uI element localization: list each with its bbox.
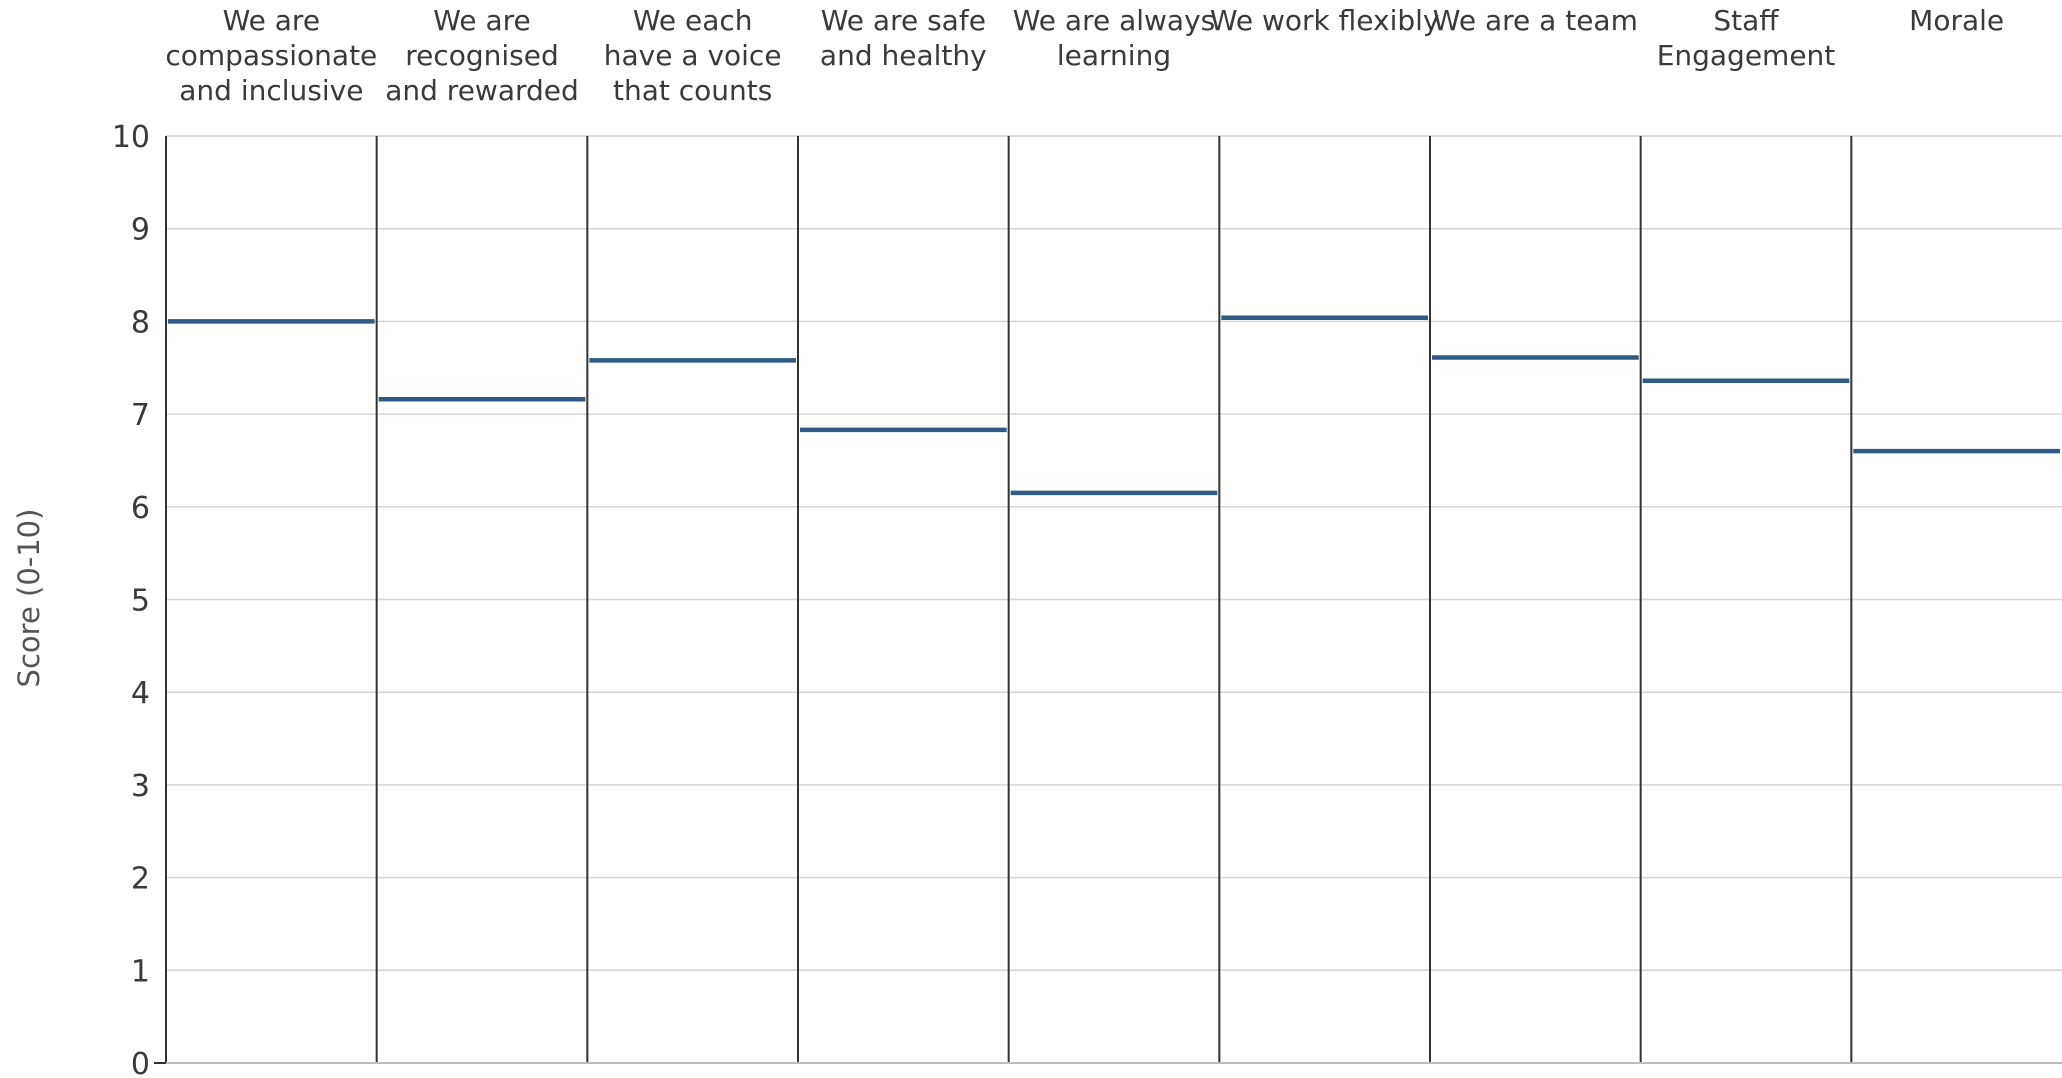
y-tick-label: 1: [131, 954, 150, 989]
category-label-line: We are: [223, 4, 320, 37]
category-label-line: and rewarded: [385, 74, 579, 107]
category-label: We are always learning: [1013, 4, 1216, 72]
category-label-line: We work flexibly: [1210, 4, 1440, 37]
y-tick-label: 4: [131, 676, 150, 711]
y-tick-label: 7: [131, 398, 150, 433]
category-label-line: We are a team: [1433, 4, 1638, 37]
y-tick-labels: 0 1 2 3 4 5 6 7 8 9 10: [112, 120, 150, 1078]
category-label-line: have a voice: [604, 39, 782, 72]
y-tick-label: 9: [131, 213, 150, 248]
category-label-line: We are safe: [821, 4, 986, 37]
category-label: We are compassionate and inclusive: [165, 4, 377, 107]
category-label-line: and inclusive: [179, 74, 363, 107]
category-label-line: Morale: [1909, 4, 2004, 37]
category-label-line: Staff: [1713, 4, 1779, 37]
category-label: We are a team: [1433, 4, 1638, 37]
category-label-line: and healthy: [820, 39, 987, 72]
y-tick-label: 3: [131, 769, 150, 804]
category-label: We are safe and healthy: [820, 4, 987, 72]
category-label-line: Engagement: [1657, 39, 1836, 72]
panel-dividers: [165, 136, 1853, 1063]
category-label-line: recognised: [405, 39, 559, 72]
category-label: Staff Engagement: [1657, 4, 1836, 72]
y-tick-label: 0: [131, 1047, 150, 1078]
y-tick-label: 8: [131, 305, 150, 340]
category-label: We each have a voice that counts: [604, 4, 782, 107]
category-label-line: that counts: [613, 74, 772, 107]
category-label-line: We are always: [1013, 4, 1216, 37]
score-marks: [168, 315, 2060, 496]
y-tick-label: 5: [131, 584, 150, 619]
category-label-line: We each: [633, 4, 753, 37]
category-label: We are recognised and rewarded: [385, 4, 579, 107]
category-label-line: compassionate: [165, 39, 377, 72]
category-label: Morale: [1909, 4, 2004, 37]
category-label: We work flexibly: [1210, 4, 1440, 37]
category-label-line: learning: [1057, 39, 1171, 72]
category-label-line: We are: [433, 4, 530, 37]
gridlines: [166, 135, 2062, 972]
y-tick-label: 6: [131, 491, 150, 526]
y-tick-label: 10: [112, 120, 150, 155]
y-axis-title: Score (0-10): [12, 509, 46, 688]
y-tick-label: 2: [131, 862, 150, 897]
